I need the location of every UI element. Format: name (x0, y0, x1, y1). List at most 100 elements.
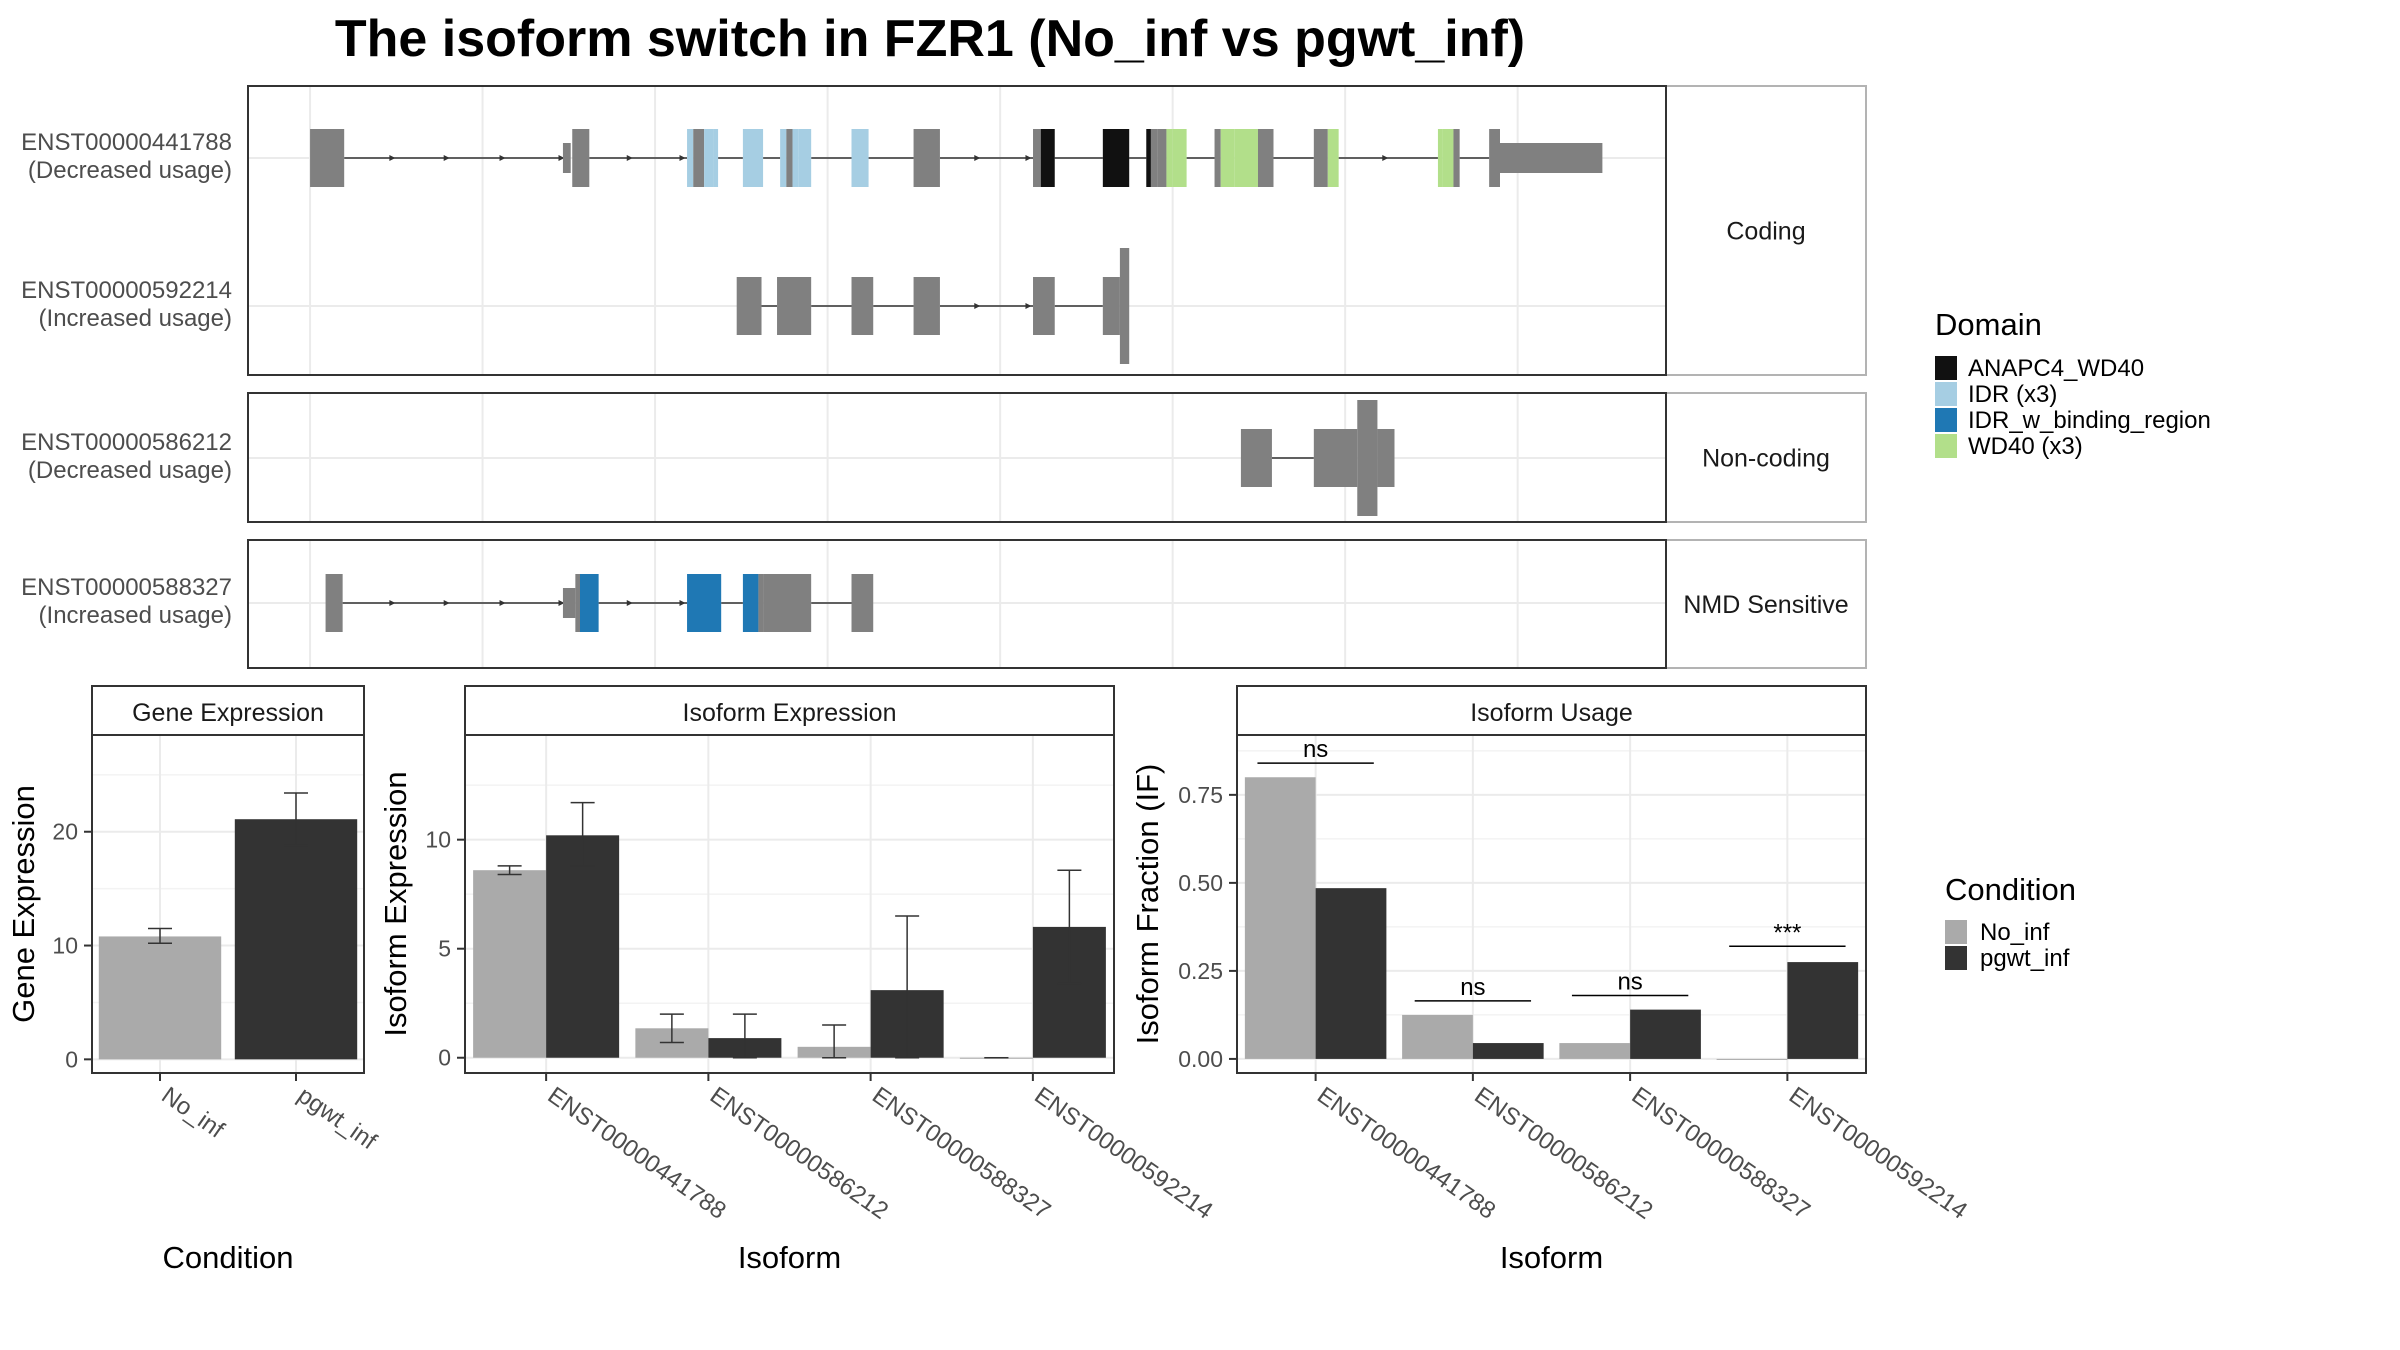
exon (1377, 429, 1395, 487)
direction-arrow (558, 155, 565, 161)
x-tick-label: ENST00000586212 (705, 1082, 893, 1225)
facet-label: Isoform Expression (683, 699, 897, 727)
x-tick-label: ENST00000441788 (543, 1082, 731, 1225)
direction-arrow (443, 600, 450, 606)
y-tick-label: 10 (52, 933, 78, 959)
exon (1146, 129, 1151, 187)
exon (1166, 129, 1173, 187)
y-tick-label: 0.50 (1178, 870, 1223, 896)
y-axis-title: Isoform Fraction (IF) (1130, 764, 1165, 1045)
chart-isoform-expression: Isoform Expression0510ENST00000441788ENS… (378, 685, 1218, 1275)
exon (913, 129, 940, 187)
direction-arrow (389, 600, 396, 606)
isoform-ENST00000592214: ENST00000592214(Increased usage) (21, 248, 1666, 364)
y-tick-label: 20 (52, 819, 78, 845)
exon (851, 277, 874, 335)
isoform-usage-label: (Increased usage) (39, 305, 232, 332)
exon (742, 574, 759, 632)
exon (798, 129, 812, 187)
isoform-label: ENST00000592214 (21, 277, 232, 304)
facet-nmd-sensitive: NMD Sensitive ENST00000588327(Increased u… (21, 539, 1867, 669)
isoform-label: ENST00000586212 (21, 429, 232, 456)
x-axis-title: Condition (163, 1240, 294, 1275)
legend-title: Domain (1935, 307, 2042, 342)
y-axis-title: Isoform Expression (378, 771, 413, 1036)
exon (1040, 129, 1055, 187)
facet-strip (1665, 539, 1867, 669)
exon (713, 129, 719, 187)
facet-strip (1236, 685, 1867, 736)
exon (1234, 129, 1258, 187)
exon (704, 129, 714, 187)
exon (763, 574, 812, 632)
bar-charts: Gene Expression 0 10 20 No_inf pgwt_inf Condit… (6, 685, 1972, 1275)
y-tick-label: 0.25 (1178, 958, 1223, 984)
facet-strip (464, 685, 1115, 736)
significance-label: *** (1773, 919, 1801, 946)
direction-arrow (1382, 155, 1389, 161)
exon (580, 574, 599, 632)
significance-label: ns (1303, 736, 1328, 763)
legend-key (1945, 946, 1967, 970)
exon (780, 129, 787, 187)
bar (1244, 777, 1316, 1059)
y-tick-label: 5 (438, 936, 451, 962)
facet-strip (91, 685, 365, 736)
exon (310, 129, 345, 187)
exon (1220, 129, 1235, 187)
exon (687, 574, 722, 632)
legend-key (1935, 356, 1957, 380)
legend-label: IDR_w_binding_region (1968, 407, 2211, 434)
exon (1102, 277, 1120, 335)
bar (546, 835, 620, 1058)
exon (1437, 129, 1443, 187)
exon (1119, 248, 1130, 364)
direction-arrow (679, 600, 686, 606)
legend-title: Condition (1945, 872, 2076, 907)
exon (786, 129, 793, 187)
exon (1357, 400, 1378, 516)
exon (777, 277, 812, 335)
bar (1630, 1009, 1701, 1059)
bar (98, 936, 222, 1060)
exon (325, 574, 343, 632)
significance-label: ns (1617, 969, 1642, 996)
isoform-ENST00000588327: ENST00000588327(Increased usage) (21, 574, 1666, 632)
exon (792, 129, 799, 187)
direction-arrow (389, 155, 396, 161)
exon (693, 129, 705, 187)
y-tick-label: 0.00 (1178, 1046, 1223, 1072)
exon (1313, 129, 1328, 187)
x-tick-label: pgwt_inf (293, 1082, 382, 1156)
isoform-label: ENST00000441788 (21, 129, 232, 156)
chart-gene-expression: Gene Expression 0 10 20 No_inf pgwt_inf Condit… (6, 685, 382, 1275)
x-tick-label: ENST00000592214 (1029, 1082, 1217, 1225)
exon (913, 277, 940, 335)
y-tick-label: 0.75 (1178, 782, 1223, 808)
exon (1102, 129, 1130, 187)
x-axis-title: Isoform (1500, 1240, 1603, 1275)
exon (742, 129, 764, 187)
exon (851, 574, 874, 632)
significance-label: ns (1460, 974, 1485, 1001)
facet-border (247, 539, 1667, 669)
exon (1214, 129, 1221, 187)
legend-label: IDR (x3) (1968, 381, 2057, 408)
legend-key (1945, 920, 1967, 944)
exon (687, 129, 694, 187)
bar (1472, 1043, 1544, 1059)
exon (1442, 129, 1454, 187)
isoform-label: ENST00000588327 (21, 574, 232, 601)
direction-arrow (626, 600, 633, 606)
exon (1150, 129, 1158, 187)
isoform-usage-label: (Increased usage) (39, 602, 232, 629)
y-tick-label: 10 (425, 827, 451, 853)
direction-arrow (1025, 155, 1032, 161)
exon (1157, 129, 1167, 187)
exon (572, 129, 590, 187)
exon (1313, 429, 1358, 487)
